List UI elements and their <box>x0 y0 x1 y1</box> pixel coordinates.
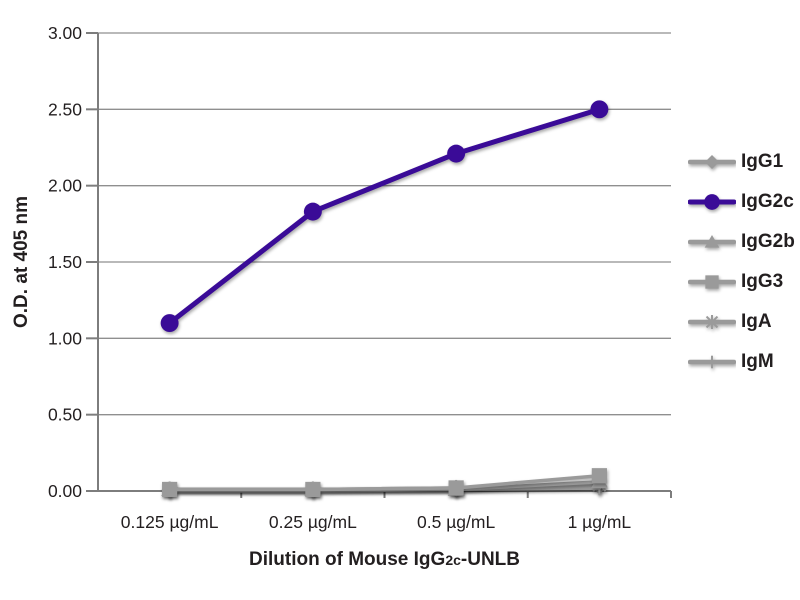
marker-square <box>162 481 178 498</box>
legend-item-igg2c: IgG2c <box>688 190 795 214</box>
legend-label: IgA <box>741 311 772 332</box>
legend-item-iga: IgA <box>688 310 795 334</box>
marker-diamond <box>705 155 719 169</box>
marker-circle <box>160 314 179 333</box>
series-IgG3 <box>162 468 607 498</box>
legend-label: IgG3 <box>741 271 784 292</box>
legend-item-igg1: IgG1 <box>688 150 795 174</box>
y-tick-label: 0.50 <box>48 405 82 425</box>
legend-swatch-square-icon <box>688 275 736 289</box>
x-tick-label: 0.125 µg/mL <box>121 512 219 532</box>
legend-label: IgG2b <box>741 231 795 252</box>
legend-label: IgM <box>741 351 774 372</box>
y-tick-label: 2.50 <box>48 99 82 119</box>
legend-label: IgG1 <box>741 151 784 172</box>
legend: IgG1 IgG2c IgG2b IgG3 IgA IgM <box>688 150 795 390</box>
x-axis-title-subscript: 2c <box>445 552 461 568</box>
y-tick-label: 3.00 <box>48 23 82 43</box>
y-tick-label: 1.00 <box>48 328 82 348</box>
y-tick-label: 2.00 <box>48 176 82 196</box>
series-line-IgG2c <box>167 106 602 326</box>
x-tick-label: 0.25 µg/mL <box>269 512 357 532</box>
legend-item-igg3: IgG3 <box>688 270 795 294</box>
legend-swatch-IgA <box>688 315 736 329</box>
x-axis-title-suffix: -UNLB <box>460 549 520 570</box>
marker-square <box>305 481 321 498</box>
marker-square <box>591 468 607 484</box>
legend-swatch-IgG3 <box>688 275 736 289</box>
marker-circle <box>303 202 322 221</box>
series-IgG2c <box>160 100 609 333</box>
legend-swatch-IgG1 <box>688 155 736 169</box>
marker-circle <box>704 194 720 210</box>
legend-swatch-triangle-icon <box>688 235 736 248</box>
marker-circle <box>590 100 609 119</box>
marker-triangle <box>704 235 720 248</box>
legend-swatch-asterisk-icon <box>688 315 736 329</box>
marker-circle <box>447 144 466 163</box>
marker-square <box>705 275 719 289</box>
marker-square <box>448 480 464 496</box>
legend-item-igg2b: IgG2b <box>688 230 795 254</box>
legend-swatch-diamond-icon <box>688 155 736 169</box>
y-tick-label: 0.00 <box>48 481 82 501</box>
x-tick-label: 1 µg/mL <box>568 512 632 532</box>
legend-swatch-IgG2b <box>688 235 736 248</box>
y-axis-title: O.D. at 405 nm <box>11 196 32 328</box>
legend-swatch-circle-icon <box>688 194 736 210</box>
legend-swatch-IgM <box>688 355 736 369</box>
series-line-IgG3 <box>167 473 602 492</box>
x-axis-title-prefix: Dilution of Mouse IgG <box>249 549 446 570</box>
legend-swatch-IgG2c <box>688 194 736 210</box>
legend-label: IgG2c <box>741 191 794 212</box>
x-tick-label: 0.5 µg/mL <box>417 512 495 532</box>
y-tick-label: 1.50 <box>48 252 82 272</box>
legend-item-igm: IgM <box>688 350 795 374</box>
x-axis-title: Dilution of Mouse IgG2c-UNLB <box>98 549 671 571</box>
legend-swatch-dash-icon <box>688 355 736 369</box>
